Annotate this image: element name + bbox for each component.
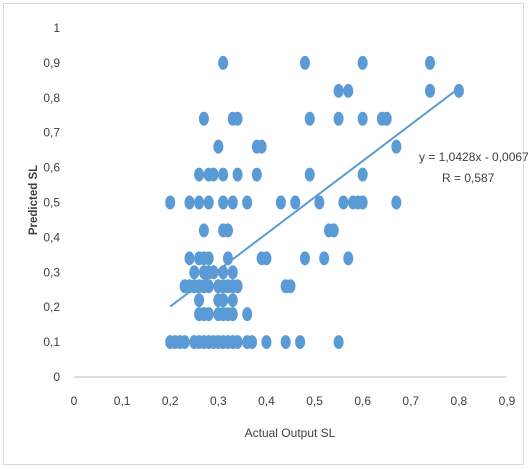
data-point [227, 307, 238, 322]
data-point [251, 167, 262, 182]
data-point [290, 195, 301, 210]
data-point [333, 335, 344, 350]
data-point [391, 195, 402, 210]
y-tick-label: 0,2 [43, 300, 60, 314]
data-point [242, 307, 253, 322]
y-tick-label: 0,8 [43, 91, 60, 105]
y-axis-title: Predicted SL [28, 165, 40, 235]
data-point [203, 307, 214, 322]
data-point [194, 195, 205, 210]
data-point [338, 195, 349, 210]
x-tick-label: 0 [71, 394, 78, 408]
data-point [285, 279, 296, 294]
trendline-equation: y = 1,0428x - 0,0067 [419, 150, 528, 164]
data-point [333, 83, 344, 98]
data-point [275, 195, 286, 210]
data-point [198, 111, 209, 126]
y-tick-label: 0,4 [43, 230, 60, 244]
data-point [314, 195, 325, 210]
data-point [218, 55, 229, 70]
trendline [169, 87, 460, 308]
data-point [232, 111, 243, 126]
data-point [189, 265, 200, 280]
data-point [453, 83, 464, 98]
y-tick-label: 0,3 [43, 265, 60, 279]
data-points [165, 55, 464, 350]
data-point [261, 251, 272, 266]
y-tick-label: 0,9 [43, 56, 60, 70]
data-point [232, 279, 243, 294]
x-tick-label: 0,7 [402, 394, 419, 408]
x-axis-ticks: 0 0,1 0,2 0,3 0,4 0,5 0,6 0,7 0,8 0,9 [71, 394, 516, 408]
x-tick-label: 0,6 [354, 394, 371, 408]
x-tick-label: 0,5 [306, 394, 323, 408]
data-point [165, 195, 176, 210]
x-tick-label: 0,1 [114, 394, 131, 408]
data-point [242, 195, 253, 210]
data-point [319, 251, 330, 266]
data-point [198, 223, 209, 238]
data-point [343, 83, 354, 98]
data-point [357, 55, 368, 70]
y-tick-label: 0,5 [43, 196, 60, 210]
data-point [425, 55, 436, 70]
data-point [208, 167, 219, 182]
data-point [333, 111, 344, 126]
data-point [304, 167, 315, 182]
data-point [299, 55, 310, 70]
data-point [304, 111, 315, 126]
data-point [194, 167, 205, 182]
data-point [256, 139, 267, 154]
data-point [232, 167, 243, 182]
data-point [222, 223, 233, 238]
data-point [391, 139, 402, 154]
data-point [184, 251, 195, 266]
data-point [218, 293, 229, 308]
data-point [179, 335, 190, 350]
y-tick-label: 0,6 [43, 161, 60, 175]
data-point [227, 195, 238, 210]
data-point [295, 335, 306, 350]
data-point [247, 335, 258, 350]
data-point [203, 251, 214, 266]
x-tick-label: 0,3 [210, 394, 227, 408]
correlation-label: R = 0,587 [442, 171, 495, 185]
data-point [299, 251, 310, 266]
y-tick-label: 0 [53, 370, 60, 384]
data-point [232, 335, 243, 350]
data-point [425, 83, 436, 98]
data-point [357, 111, 368, 126]
y-tick-label: 0,1 [43, 335, 60, 349]
data-point [203, 195, 214, 210]
data-point [227, 265, 238, 280]
y-axis-ticks: 0 0,1 0,2 0,3 0,4 0,5 0,6 0,7 0,8 0,9 1 [43, 21, 60, 384]
data-point [261, 335, 272, 350]
data-point [381, 111, 392, 126]
chart-frame [3, 3, 524, 465]
data-point [280, 335, 291, 350]
data-point [184, 195, 195, 210]
data-point [343, 251, 354, 266]
x-tick-label: 0,4 [258, 394, 275, 408]
y-tick-label: 1 [53, 21, 60, 35]
y-tick-label: 0,7 [43, 126, 60, 140]
x-tick-label: 0,8 [451, 394, 468, 408]
x-tick-label: 0,2 [162, 394, 179, 408]
data-point [227, 293, 238, 308]
data-point [203, 279, 214, 294]
data-point [218, 167, 229, 182]
data-point [328, 223, 339, 238]
data-point [357, 167, 368, 182]
data-point [213, 139, 224, 154]
data-point [194, 293, 205, 308]
data-point [357, 195, 368, 210]
x-axis-title: Actual Output SL [245, 426, 336, 440]
x-tick-label: 0,9 [499, 394, 516, 408]
data-point [218, 195, 229, 210]
